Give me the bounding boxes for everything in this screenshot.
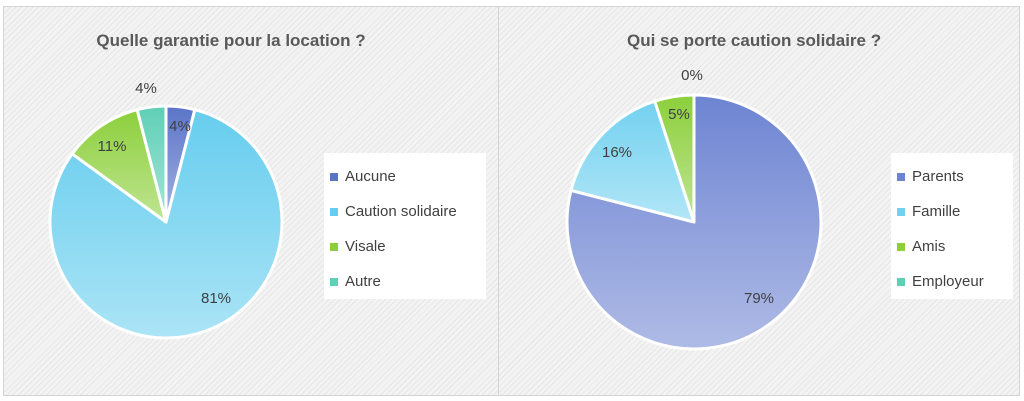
legend-swatch <box>897 277 905 286</box>
legend-swatch <box>330 207 338 216</box>
legend-label: Visale <box>345 238 386 255</box>
legend-label: Amis <box>912 238 946 255</box>
legend-item: Aucune <box>330 159 480 194</box>
legend-swatch <box>330 277 338 286</box>
legend-label: Famille <box>912 203 961 220</box>
data-label: 11% <box>98 138 127 155</box>
data-label: 79% <box>744 290 774 307</box>
chart-panel-garantie: Quelle garantie pour la location ? 4% 81%… <box>3 6 499 396</box>
legend-item: Parents <box>897 159 1007 194</box>
data-label: 4% <box>169 118 191 135</box>
pie-chart-caution: 79% 16% 5% 0% <box>565 67 823 351</box>
legend-label: Employeur <box>912 273 984 290</box>
legend-label: Aucune <box>345 168 396 185</box>
pie-slice-autre <box>135 104 168 224</box>
legend-swatch <box>897 207 905 216</box>
legend-swatch <box>897 242 905 251</box>
legend-item: Amis <box>897 229 1007 264</box>
data-label: 0% <box>681 67 703 84</box>
legend-swatch <box>330 172 338 181</box>
pie-slice-caution-solidaire <box>48 108 284 340</box>
legend-item: Famille <box>897 194 1007 229</box>
legend-item: Visale <box>330 229 480 264</box>
data-label: 81% <box>201 290 231 307</box>
legend-item: Employeur <box>897 264 1007 299</box>
chart-legend: Aucune Caution solidaire Visale Autre <box>324 153 486 299</box>
pie-slice-visale <box>70 108 168 224</box>
legend-label: Caution solidaire <box>345 203 457 220</box>
data-label: 5% <box>668 106 690 123</box>
legend-label: Parents <box>912 168 964 185</box>
chart-panel-caution: Qui se porte caution solidaire ? 79% 16% 5… <box>498 6 1020 396</box>
chart-legend: Parents Famille Amis Employeur <box>891 153 1013 299</box>
pie-slice-amis <box>653 93 696 224</box>
legend-label: Autre <box>345 273 381 290</box>
legend-swatch <box>330 242 338 251</box>
chart-title: Qui se porte caution solidaire ? <box>627 31 882 50</box>
data-label: 16% <box>602 144 632 161</box>
legend-item: Autre <box>330 264 480 299</box>
pie-chart-garantie: 4% 81% 11% 4% <box>48 80 284 340</box>
chart-title: Quelle garantie pour la location ? <box>96 31 366 50</box>
data-label: 4% <box>135 80 157 97</box>
legend-swatch <box>897 172 905 181</box>
legend-item: Caution solidaire <box>330 194 480 229</box>
